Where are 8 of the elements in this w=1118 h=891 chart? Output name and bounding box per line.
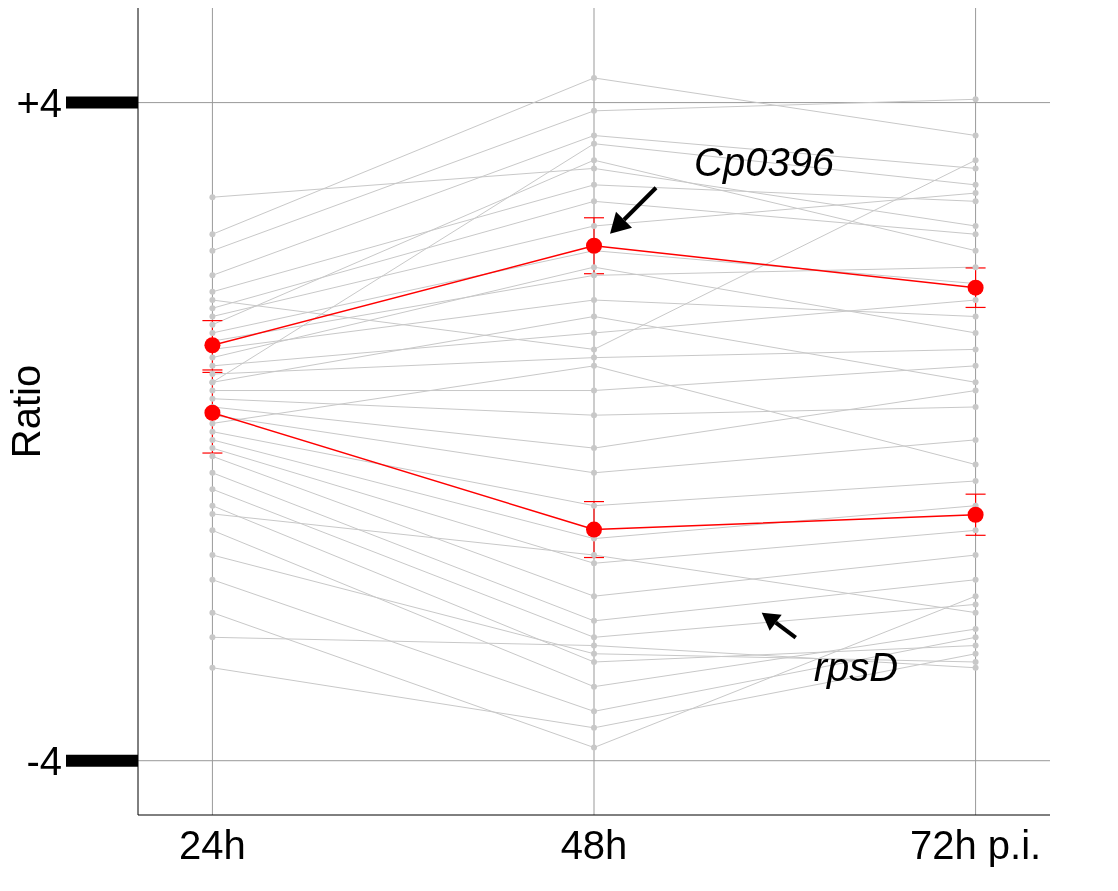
annotation: rpsD — [813, 644, 899, 689]
x-tick-label: 48h — [560, 823, 628, 868]
y-tick-label: -4 — [26, 738, 62, 783]
x-tick-label: 24h — [179, 823, 246, 868]
y-axis-title: Ratio — [4, 364, 49, 459]
annotation: Cp0396 — [694, 139, 835, 184]
y-tick-label: +4 — [16, 80, 62, 125]
x-tick-label: 72h p.i. — [909, 823, 1042, 868]
